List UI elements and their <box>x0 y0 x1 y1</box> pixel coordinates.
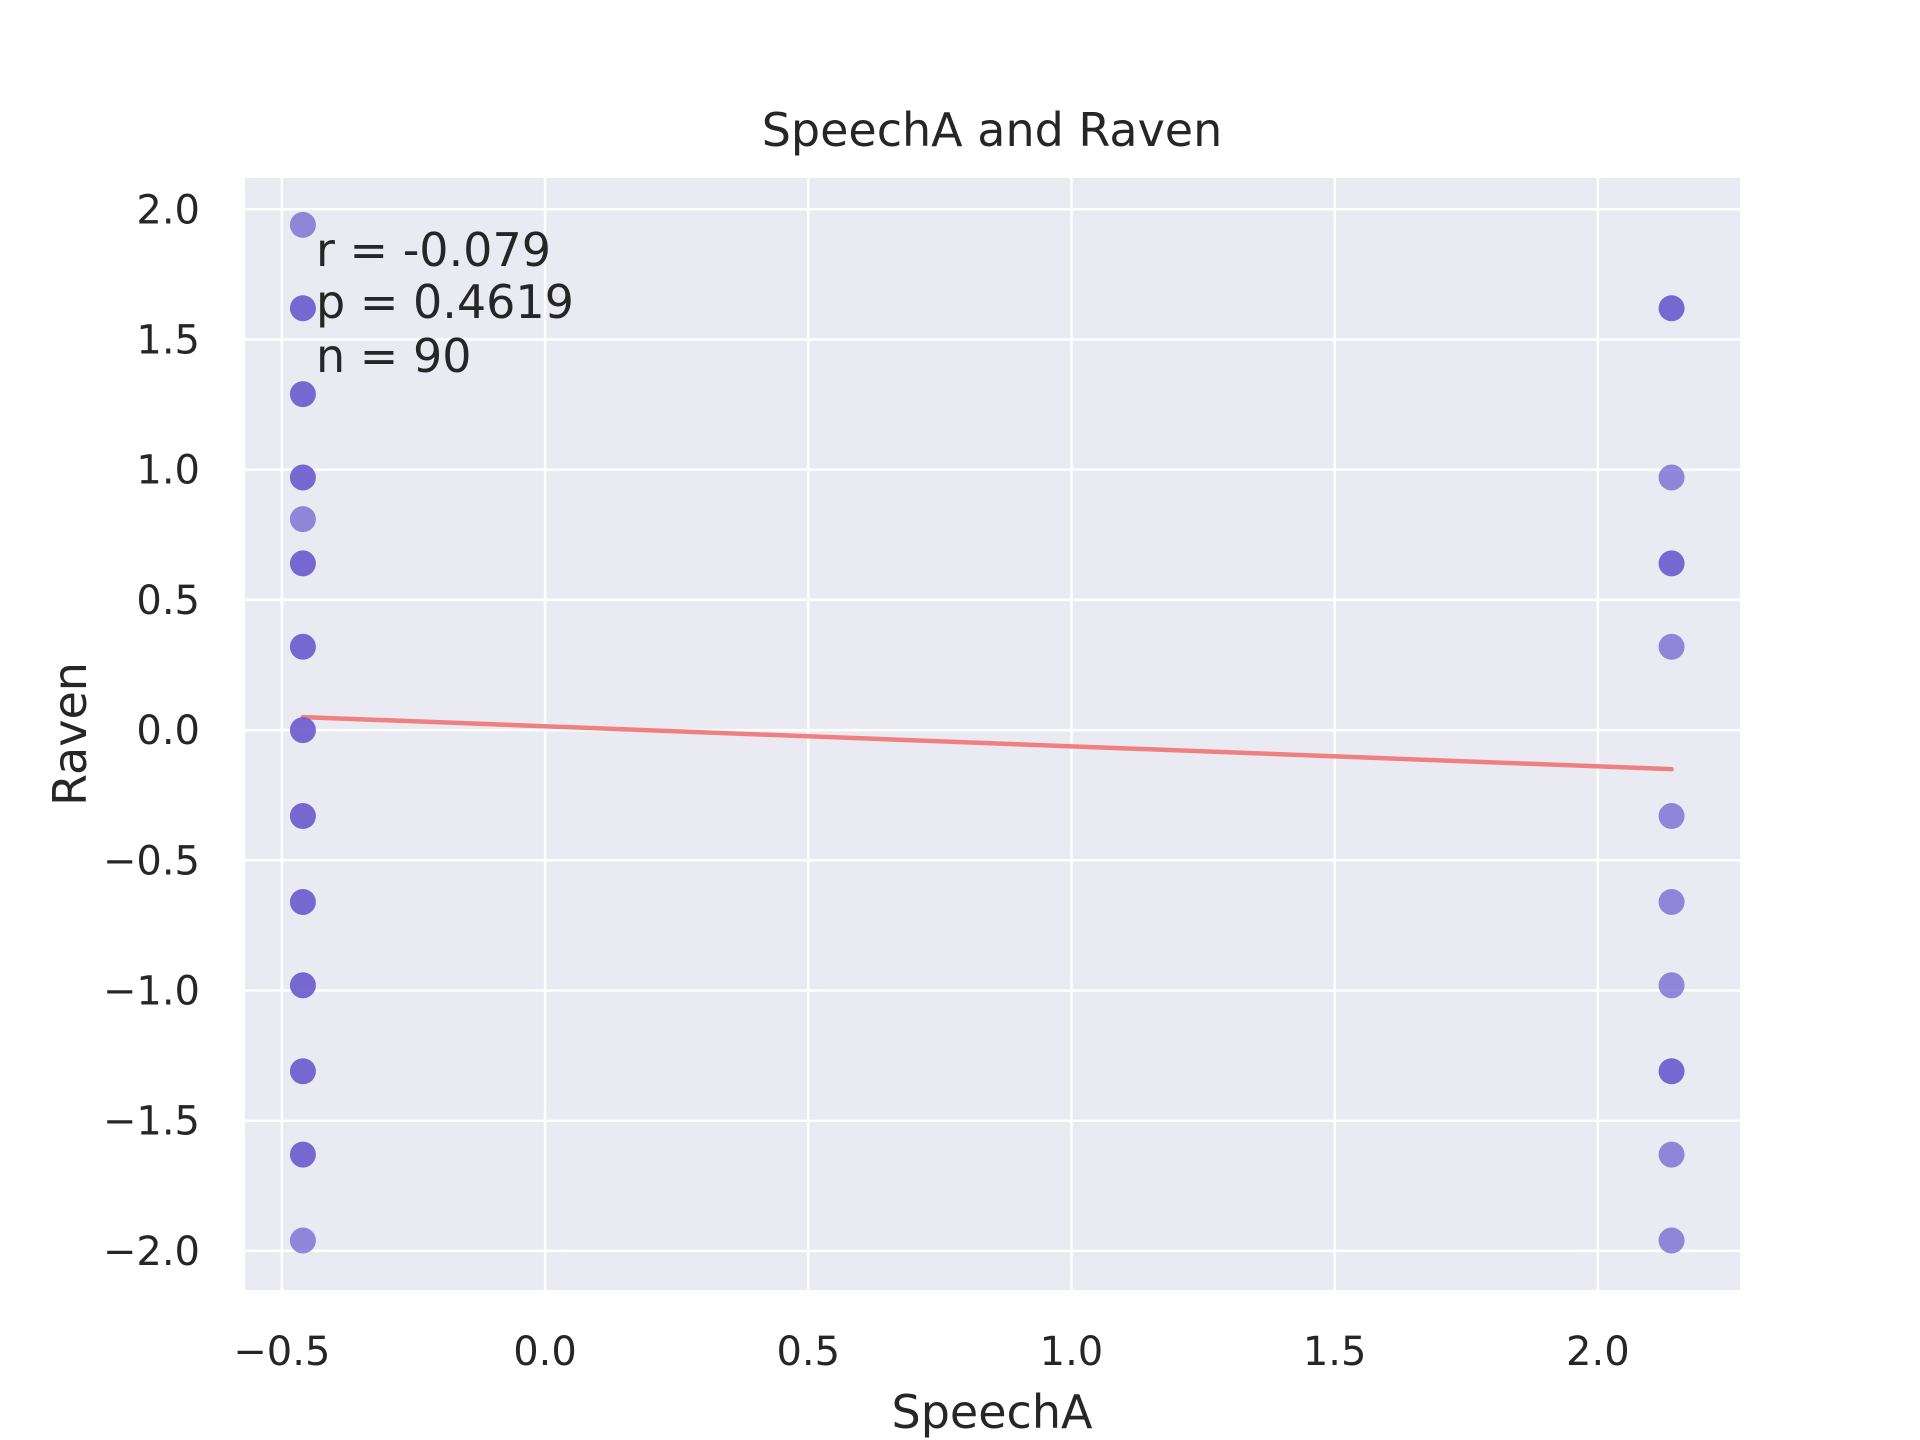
data-point <box>1658 888 1685 915</box>
y-tick-label: 0.5 <box>136 578 200 624</box>
plot-background <box>245 178 1740 1290</box>
stat-p: p = 0.4619 <box>316 275 574 329</box>
data-point <box>1658 633 1685 660</box>
data-point <box>1658 1141 1685 1168</box>
x-tick-label: 2.0 <box>1566 1329 1630 1375</box>
data-point <box>289 506 316 533</box>
data-point <box>289 633 316 660</box>
x-tick-label: 1.0 <box>1040 1329 1104 1375</box>
data-point <box>289 295 316 322</box>
stat-r: r = -0.079 <box>316 223 551 277</box>
y-tick-label: 0.0 <box>136 708 200 754</box>
x-tick-labels: −0.5 0.0 0.5 1.0 1.5 2.0 <box>233 1329 1629 1375</box>
data-point <box>1658 803 1685 830</box>
x-axis-label: SpeechA <box>892 1385 1093 1439</box>
regression-line <box>300 714 1674 772</box>
y-tick-label: −0.5 <box>103 838 200 884</box>
y-tick-label: −1.0 <box>103 969 200 1015</box>
stat-n: n = 90 <box>316 329 471 383</box>
data-point <box>289 381 316 408</box>
data-point <box>289 888 316 915</box>
data-points <box>289 211 1685 1254</box>
data-point <box>1658 972 1685 999</box>
data-point <box>289 464 316 491</box>
y-tick-labels: −2.0 −1.5 −1.0 −0.5 0.0 0.5 1.0 1.5 2.0 <box>103 187 200 1275</box>
y-tick-label: 1.0 <box>136 448 200 494</box>
y-tick-label: 2.0 <box>136 187 200 233</box>
data-point <box>289 550 316 577</box>
data-point <box>289 1141 316 1168</box>
x-tick-label: 0.0 <box>513 1329 577 1375</box>
data-point <box>289 717 316 744</box>
data-point <box>1658 550 1685 577</box>
y-tick-label: −1.5 <box>103 1099 200 1145</box>
data-point <box>1658 464 1685 491</box>
data-point <box>289 972 316 999</box>
data-point <box>289 211 316 238</box>
y-tick-label: −2.0 <box>103 1229 200 1275</box>
data-point <box>289 1227 316 1254</box>
regression-line-layer <box>300 714 1674 772</box>
data-point <box>1658 1058 1685 1085</box>
data-point <box>289 803 316 830</box>
y-axis-label: Raven <box>43 662 97 806</box>
y-tick-label: 1.5 <box>136 317 200 363</box>
grid <box>245 178 1740 1290</box>
data-point <box>1658 295 1685 322</box>
chart-title: SpeechA and Raven <box>762 103 1223 157</box>
data-point <box>1658 1227 1685 1254</box>
data-point <box>289 1058 316 1085</box>
x-tick-label: −0.5 <box>233 1329 330 1375</box>
x-tick-label: 0.5 <box>776 1329 840 1375</box>
x-tick-label: 1.5 <box>1303 1329 1367 1375</box>
